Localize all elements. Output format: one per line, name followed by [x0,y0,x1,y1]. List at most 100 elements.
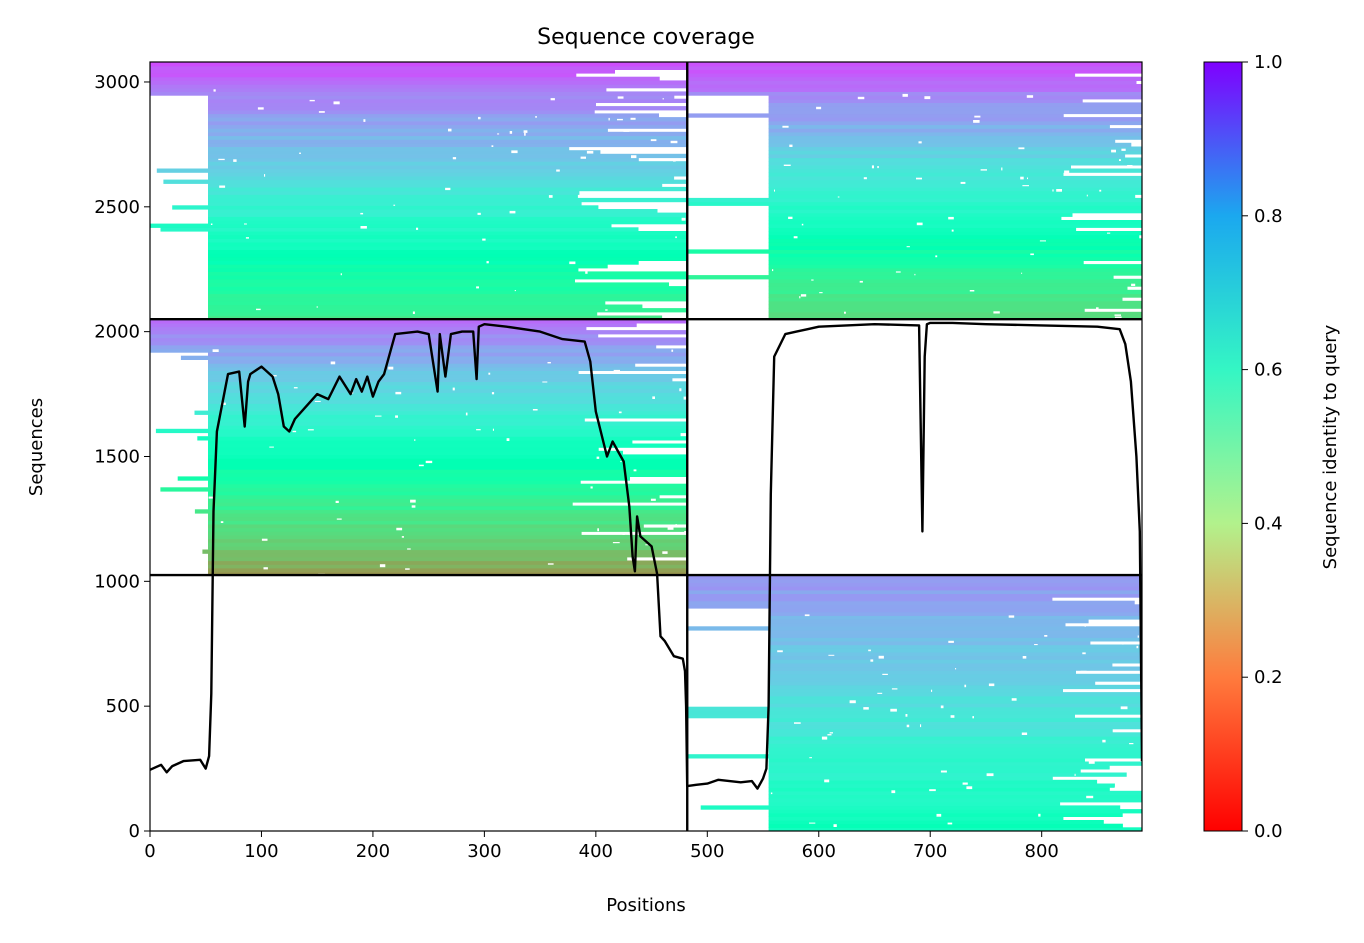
msa-row [208,175,675,181]
x-tick-label: 500 [690,841,724,862]
msa-row [208,480,581,485]
msa-gap [940,770,947,773]
x-tick-label: 300 [467,841,501,862]
msa-row [687,714,1075,719]
msa-row [208,256,688,261]
msa-row [208,220,688,225]
msa-row [150,84,688,89]
msa-row [208,425,688,430]
y-tick-label: 500 [106,696,140,717]
msa-gap [1114,314,1121,316]
msa-gap [993,311,1000,314]
msa-gap [936,813,942,817]
msa-row [768,124,1110,129]
msa-gap [261,538,268,541]
msa-gap [1111,149,1116,153]
msa-gap [333,101,340,105]
msa-gap [218,158,225,161]
msa-row [208,124,688,129]
msa-row [208,275,688,280]
x-tick-label: 100 [244,841,278,862]
msa-gap [816,106,822,110]
msa-gap [891,688,898,690]
msa-row [768,300,1142,306]
msa-row [208,366,688,371]
msa-row [768,768,1081,774]
msa-row [768,278,1142,284]
msa-gap [220,521,224,523]
msa-row [768,721,1142,726]
msa-gap [405,568,410,570]
msa-row [208,297,688,302]
msa-row [150,223,612,228]
msa-row [208,153,688,159]
msa-gap [476,286,479,289]
msa-row [687,593,1142,598]
msa-row [768,98,1083,103]
y-tick-label: 2000 [94,322,140,343]
msa-gap [244,223,247,225]
msa-row [150,91,688,96]
msa-gap [783,164,791,166]
plot-frame [149,61,1143,832]
msa-gap [877,166,879,169]
msa-gap [906,246,910,248]
msa-gap [670,140,678,144]
msa-row [768,743,1142,748]
msa-gap [1086,795,1094,799]
msa-gap [547,563,554,565]
msa-row [150,76,660,81]
msa-gap [590,486,593,489]
msa-row [208,245,688,250]
msa-row [208,414,688,419]
msa-gap [1022,656,1027,659]
msa-row [768,779,1098,785]
msa-gap [828,654,835,656]
msa-gap [482,238,486,241]
msa-gap [914,273,916,276]
x-axis-label: Positions [606,895,685,916]
msa-gap [535,116,537,118]
msa-row [687,80,1137,85]
msa-block [687,62,1142,320]
msa-row [768,622,1066,627]
msa-gap [620,461,622,463]
msa-row [208,388,688,393]
msa-gap [1064,170,1070,174]
msa-row [768,695,1142,700]
msa-row [208,516,688,521]
msa-gap [418,464,424,467]
msa-row [687,604,1142,609]
msa-gap [1011,698,1017,701]
msa-gap [514,290,516,292]
msa-row [208,553,688,558]
y-tick-label: 0 [129,821,140,842]
x-axis: 0 100 200 300 400 500 600 700 800 [144,831,1059,862]
msa-gap [524,132,526,136]
msa-gap [509,210,516,214]
msa-row [208,450,623,456]
msa-gap [395,415,398,418]
msa-gap [272,375,277,377]
msa-gap [309,99,315,102]
msa-gap [960,181,966,184]
msa-gap [777,650,783,653]
msa-gap [770,792,773,795]
msa-row [208,439,633,445]
msa-gap [931,689,933,692]
msa-row [687,575,1142,580]
msa-gap [833,824,837,827]
colorbar-tick-label: 0.0 [1254,821,1283,842]
msa-gap [1137,635,1139,638]
msa-row [768,209,1142,214]
msa-gap [580,156,586,159]
msa-gap [411,505,416,508]
x-tick-label: 600 [802,841,836,862]
msa-gap [617,118,623,121]
msa-gap [478,116,481,120]
msa-row [208,142,688,148]
msa-gap [608,117,610,121]
msa-row [208,293,688,298]
msa-row [768,820,1104,825]
